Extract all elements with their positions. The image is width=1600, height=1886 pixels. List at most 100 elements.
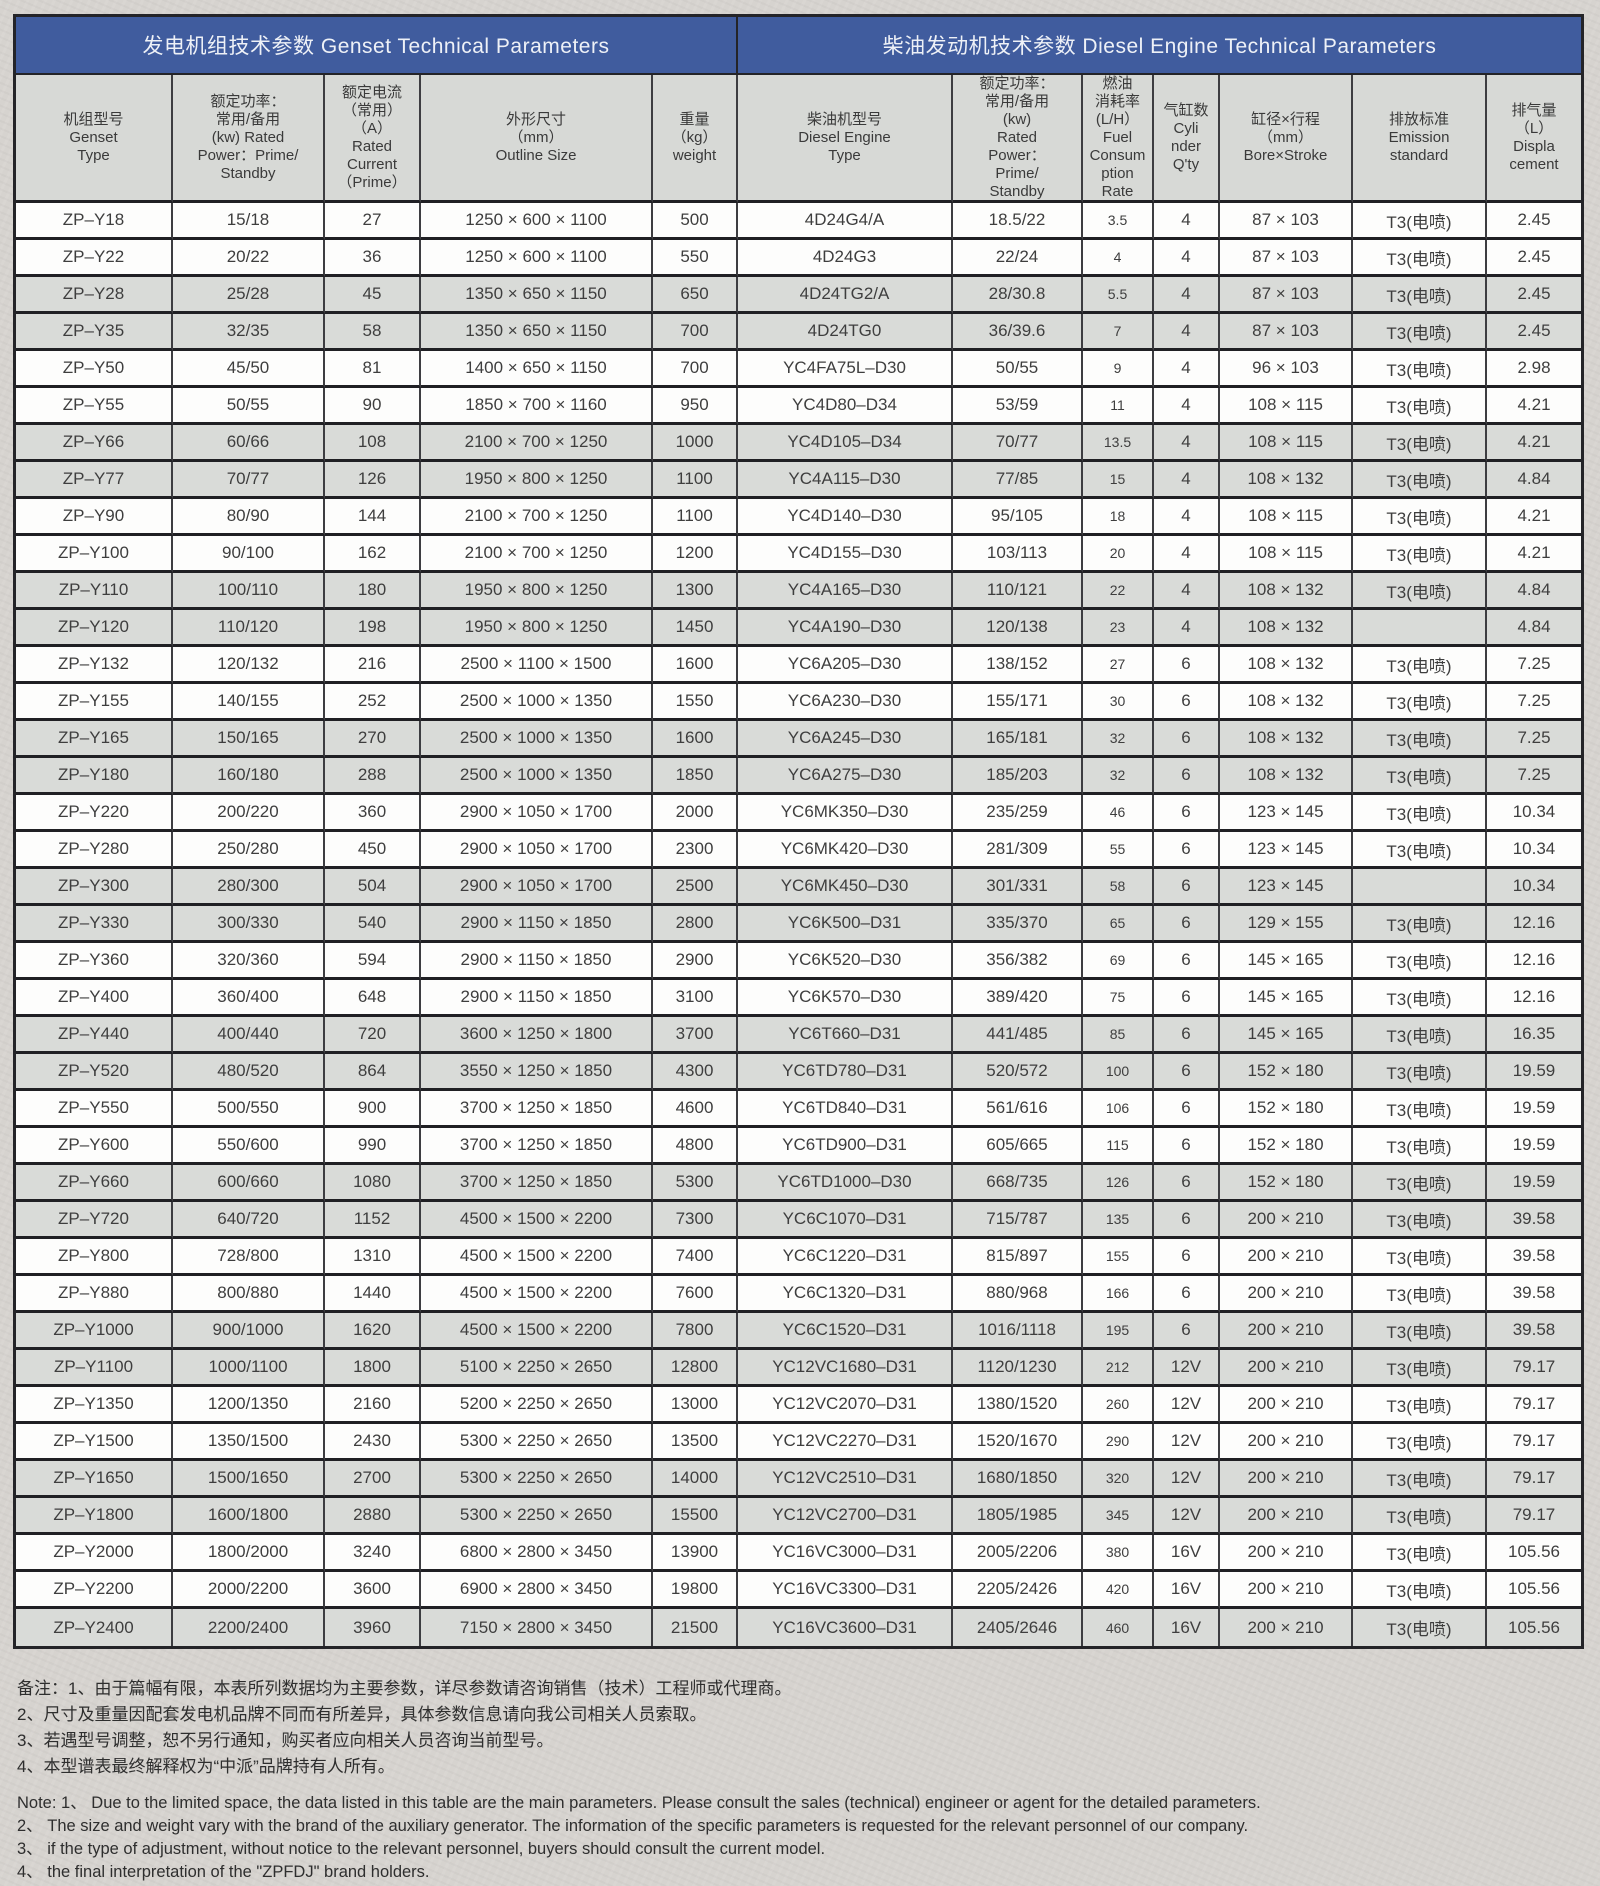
- cell-genset-rated-power: 90/100: [173, 536, 325, 573]
- cell-rated-current: 216: [325, 647, 421, 684]
- cell-weight: 2500: [653, 869, 738, 906]
- cell-genset-rated-power: 120/132: [173, 647, 325, 684]
- cell-outline-size: 4500 × 1500 × 2200: [421, 1313, 653, 1350]
- cell-genset-type: ZP–Y1500: [16, 1424, 173, 1461]
- cell-engine-type: YC4A165–D30: [738, 573, 953, 610]
- cell-displacement: 39.58: [1487, 1276, 1581, 1313]
- cell-weight: 4600: [653, 1091, 738, 1128]
- cell-weight: 13000: [653, 1387, 738, 1424]
- cell-rated-current: 1080: [325, 1165, 421, 1202]
- cell-weight: 1000: [653, 425, 738, 462]
- cell-displacement: 7.25: [1487, 758, 1581, 795]
- cell-emission-standard: T3(电喷): [1353, 1091, 1487, 1128]
- cell-cylinder-qty: 12V: [1154, 1461, 1220, 1498]
- note-en-3: 3、 if the type of adjustment, without no…: [17, 1840, 826, 1858]
- cell-bore-stroke: 108 × 132: [1220, 684, 1353, 721]
- cell-displacement: 79.17: [1487, 1424, 1581, 1461]
- cell-emission-standard: T3(电喷): [1353, 795, 1487, 832]
- cell-genset-type: ZP–Y400: [16, 980, 173, 1017]
- cell-bore-stroke: 87 × 103: [1220, 314, 1353, 351]
- cell-bore-stroke: 108 × 132: [1220, 758, 1353, 795]
- cell-weight: 4800: [653, 1128, 738, 1165]
- cell-bore-stroke: 200 × 210: [1220, 1461, 1353, 1498]
- cell-weight: 7400: [653, 1239, 738, 1276]
- cell-displacement: 19.59: [1487, 1091, 1581, 1128]
- cell-engine-rated-power: 53/59: [953, 388, 1083, 425]
- cell-outline-size: 1400 × 650 × 1150: [421, 351, 653, 388]
- cell-weight: 500: [653, 203, 738, 240]
- cell-fuel-consumption: 5.5: [1083, 277, 1154, 314]
- cell-engine-type: YC6C1520–D31: [738, 1313, 953, 1350]
- cell-displacement: 16.35: [1487, 1017, 1581, 1054]
- cell-genset-rated-power: 100/110: [173, 573, 325, 610]
- cell-genset-type: ZP–Y330: [16, 906, 173, 943]
- cell-engine-rated-power: 715/787: [953, 1202, 1083, 1239]
- cell-displacement: 12.16: [1487, 906, 1581, 943]
- cell-outline-size: 1950 × 800 × 1250: [421, 573, 653, 610]
- cell-bore-stroke: 123 × 145: [1220, 869, 1353, 906]
- cell-genset-type: ZP–Y440: [16, 1017, 173, 1054]
- cell-displacement: 19.59: [1487, 1165, 1581, 1202]
- cell-engine-rated-power: 389/420: [953, 980, 1083, 1017]
- cell-engine-type: YC6C1320–D31: [738, 1276, 953, 1313]
- cell-displacement: 10.34: [1487, 832, 1581, 869]
- cell-outline-size: 2100 × 700 × 1250: [421, 499, 653, 536]
- cell-outline-size: 2100 × 700 × 1250: [421, 425, 653, 462]
- cell-fuel-consumption: 11: [1083, 388, 1154, 425]
- cell-rated-current: 720: [325, 1017, 421, 1054]
- cell-fuel-consumption: 166: [1083, 1276, 1154, 1313]
- cell-genset-type: ZP–Y360: [16, 943, 173, 980]
- cell-engine-rated-power: 356/382: [953, 943, 1083, 980]
- cell-genset-type: ZP–Y660: [16, 1165, 173, 1202]
- cell-fuel-consumption: 32: [1083, 758, 1154, 795]
- cell-engine-rated-power: 155/171: [953, 684, 1083, 721]
- cell-emission-standard: T3(电喷): [1353, 647, 1487, 684]
- cell-cylinder-qty: 6: [1154, 1054, 1220, 1091]
- cell-rated-current: 648: [325, 980, 421, 1017]
- cell-outline-size: 1350 × 650 × 1150: [421, 277, 653, 314]
- cell-weight: 13900: [653, 1535, 738, 1572]
- cell-emission-standard: T3(电喷): [1353, 1609, 1487, 1646]
- cell-genset-type: ZP–Y180: [16, 758, 173, 795]
- cell-genset-rated-power: 280/300: [173, 869, 325, 906]
- cell-rated-current: 108: [325, 425, 421, 462]
- cell-fuel-consumption: 65: [1083, 906, 1154, 943]
- cell-engine-rated-power: 880/968: [953, 1276, 1083, 1313]
- cell-cylinder-qty: 4: [1154, 573, 1220, 610]
- cell-bore-stroke: 145 × 165: [1220, 1017, 1353, 1054]
- cell-engine-rated-power: 1805/1985: [953, 1498, 1083, 1535]
- cell-fuel-consumption: 195: [1083, 1313, 1154, 1350]
- cell-engine-rated-power: 77/85: [953, 462, 1083, 499]
- cell-genset-rated-power: 500/550: [173, 1091, 325, 1128]
- cell-weight: 1100: [653, 462, 738, 499]
- cell-engine-type: YC4A190–D30: [738, 610, 953, 647]
- cell-outline-size: 3700 × 1250 × 1850: [421, 1128, 653, 1165]
- cell-genset-type: ZP–Y90: [16, 499, 173, 536]
- cell-displacement: 39.58: [1487, 1313, 1581, 1350]
- cell-cylinder-qty: 6: [1154, 832, 1220, 869]
- cell-emission-standard: T3(电喷): [1353, 1239, 1487, 1276]
- column-header-cylinder-qty: 气缸数 Cyli nder Q'ty: [1154, 75, 1220, 203]
- cell-cylinder-qty: 6: [1154, 1202, 1220, 1239]
- cell-fuel-consumption: 106: [1083, 1091, 1154, 1128]
- cell-bore-stroke: 200 × 210: [1220, 1202, 1353, 1239]
- cell-fuel-consumption: 290: [1083, 1424, 1154, 1461]
- cell-rated-current: 990: [325, 1128, 421, 1165]
- cell-bore-stroke: 108 × 115: [1220, 425, 1353, 462]
- cell-engine-type: YC6A245–D30: [738, 721, 953, 758]
- cell-weight: 2900: [653, 943, 738, 980]
- cell-cylinder-qty: 16V: [1154, 1609, 1220, 1646]
- cell-fuel-consumption: 320: [1083, 1461, 1154, 1498]
- cell-rated-current: 3240: [325, 1535, 421, 1572]
- cell-displacement: 4.21: [1487, 425, 1581, 462]
- cell-fuel-consumption: 23: [1083, 610, 1154, 647]
- cell-rated-current: 2160: [325, 1387, 421, 1424]
- cell-engine-rated-power: 605/665: [953, 1128, 1083, 1165]
- cell-fuel-consumption: 75: [1083, 980, 1154, 1017]
- cell-fuel-consumption: 32: [1083, 721, 1154, 758]
- cell-weight: 21500: [653, 1609, 738, 1646]
- cell-cylinder-qty: 16V: [1154, 1572, 1220, 1609]
- cell-engine-rated-power: 281/309: [953, 832, 1083, 869]
- cell-genset-rated-power: 70/77: [173, 462, 325, 499]
- cell-engine-rated-power: 2405/2646: [953, 1609, 1083, 1646]
